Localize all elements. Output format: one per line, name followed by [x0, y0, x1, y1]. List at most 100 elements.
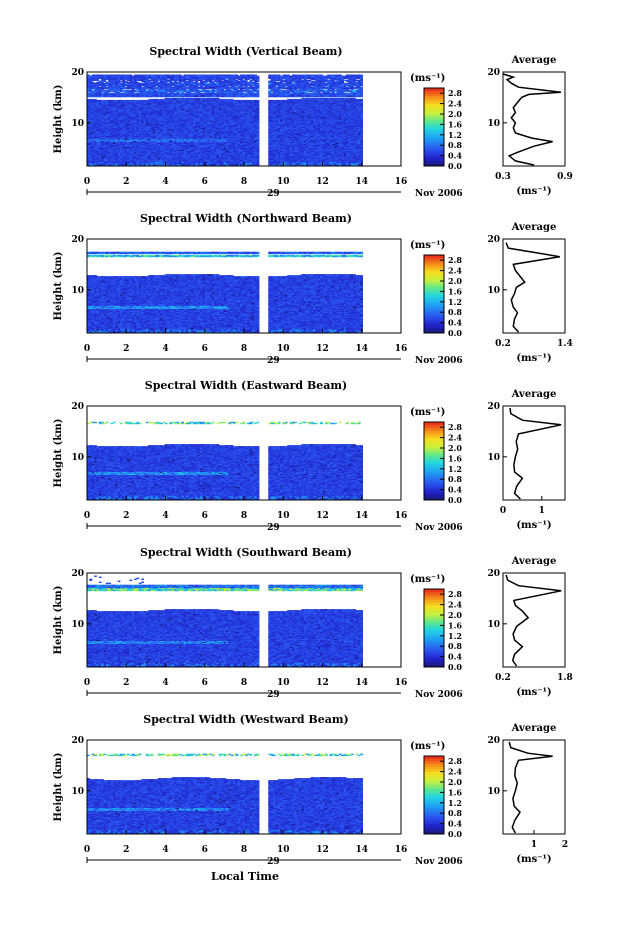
colorbar-step: [424, 463, 444, 467]
colorbar-tick-label: 2.0: [448, 443, 462, 453]
colorbar-step: [424, 265, 444, 269]
average-x-tick-label: 1: [539, 506, 545, 516]
panel-title: Spectral Width (Westward Beam): [143, 713, 348, 726]
colorbar-tick-label: 2.0: [448, 109, 462, 119]
colorbar: [424, 589, 444, 668]
average-x-tick-label: 0.3: [495, 172, 511, 182]
colorbar-step: [424, 651, 444, 655]
colorbar-unit: (ms⁻¹): [410, 407, 445, 418]
colorbar-tick-label: 2.4: [448, 433, 462, 443]
colorbar-step: [424, 625, 444, 629]
average-profile-line: [505, 242, 560, 333]
x-tick-label: 14: [355, 511, 368, 521]
average-profile-line: [508, 741, 553, 834]
colorbar-step: [424, 813, 444, 817]
x-tick-label: 16: [395, 344, 408, 354]
colorbar-step: [424, 633, 444, 637]
average-profile-line: [509, 407, 562, 500]
colorbar-step: [424, 802, 444, 806]
x-tick-label: 4: [162, 177, 168, 187]
x-tick-label: 2: [123, 344, 129, 354]
colorbar-step: [424, 474, 444, 477]
month-year-label: Nov 2006: [415, 189, 463, 199]
colorbar-step: [424, 322, 444, 326]
date-label: 29: [267, 189, 280, 199]
colorbar-step: [424, 142, 444, 146]
colorbar-step: [424, 301, 444, 305]
average-title: Average: [511, 389, 557, 400]
colorbar-step: [424, 291, 444, 295]
colorbar-frame: [423, 421, 445, 501]
colorbar-tick-label: 2.8: [448, 589, 462, 599]
colorbar-step: [424, 160, 444, 164]
colorbar-step: [424, 325, 444, 329]
colorbar-step: [424, 622, 444, 626]
average-x-tick-label: 0.2: [495, 339, 511, 349]
beam-panel-4: Spectral Width (Westward Beam)1020Height…: [53, 713, 568, 867]
colorbar-step: [424, 440, 444, 444]
average-x-tick-label: 1: [531, 840, 537, 850]
y-axis-label: Height (km): [53, 85, 64, 154]
colorbar-tick-label: 0.8: [448, 641, 462, 651]
colorbar-tick-label: 0.0: [448, 161, 462, 171]
x-tick-label: 6: [202, 678, 208, 688]
colorbar-step: [424, 286, 444, 290]
colorbar-step: [424, 818, 444, 822]
colorbar-tick-label: 0.4: [448, 652, 462, 662]
colorbar-step: [424, 119, 444, 123]
beam-panel-0: Spectral Width (Vertical Beam)1020Height…: [53, 45, 573, 199]
x-axis-title: Local Time: [211, 870, 279, 883]
x-tick-label: 12: [316, 678, 329, 688]
x-tick-label: 10: [277, 344, 290, 354]
month-year-label: Nov 2006: [415, 690, 463, 700]
colorbar-step: [424, 641, 444, 644]
colorbar-step: [424, 594, 444, 598]
colorbar-step: [424, 831, 444, 835]
average-x-label: (ms⁻¹): [516, 854, 551, 865]
colorbar-step: [424, 779, 444, 783]
colorbar-step: [424, 615, 444, 618]
colorbar-step: [424, 95, 444, 99]
x-tick-label: 10: [277, 845, 290, 855]
x-tick-label: 14: [355, 678, 368, 688]
x-tick-label: 12: [316, 344, 329, 354]
average-x-tick-label: 1.8: [557, 673, 573, 683]
colorbar-frame: [423, 588, 445, 668]
average-y-tick-label: 10: [487, 787, 500, 797]
colorbar-step: [424, 137, 444, 141]
colorbar-tick-label: 2.8: [448, 756, 462, 766]
colorbar-step: [424, 294, 444, 297]
colorbar-step: [424, 163, 444, 167]
colorbar-step: [424, 497, 444, 501]
x-tick-label: 12: [316, 177, 329, 187]
colorbar-step: [424, 288, 444, 292]
x-tick-label: 10: [277, 511, 290, 521]
y-tick-label: 20: [71, 68, 84, 78]
colorbar-step: [424, 617, 444, 621]
average-x-tick-label: 2: [562, 840, 568, 850]
average-y-tick-label: 10: [487, 620, 500, 630]
beam-panel-3: Spectral Width (Southward Beam)1020Heigh…: [53, 546, 573, 700]
heatmap-cells: [87, 74, 363, 167]
colorbar-tick-label: 1.2: [448, 631, 462, 641]
colorbar-step: [424, 453, 444, 457]
colorbar-tick-label: 2.8: [448, 255, 462, 265]
colorbar-step: [424, 638, 444, 642]
colorbar-step: [424, 445, 444, 449]
colorbar-step: [424, 815, 444, 819]
average-title: Average: [511, 556, 557, 567]
colorbar-step: [424, 257, 444, 261]
colorbar-tick-label: 0.8: [448, 307, 462, 317]
x-tick-label: 4: [162, 511, 168, 521]
colorbar-step: [424, 255, 444, 258]
colorbar-step: [424, 124, 444, 128]
colorbar-step: [424, 455, 444, 459]
average-y-tick-label: 20: [487, 235, 500, 245]
colorbar-step: [424, 591, 444, 595]
colorbar-step: [424, 307, 444, 310]
colorbar-step: [424, 309, 444, 313]
beam-panel-2: Spectral Width (Eastward Beam)1020Height…: [53, 379, 566, 533]
colorbar-step: [424, 628, 444, 631]
colorbar: [424, 88, 444, 167]
colorbar-step: [424, 442, 444, 446]
